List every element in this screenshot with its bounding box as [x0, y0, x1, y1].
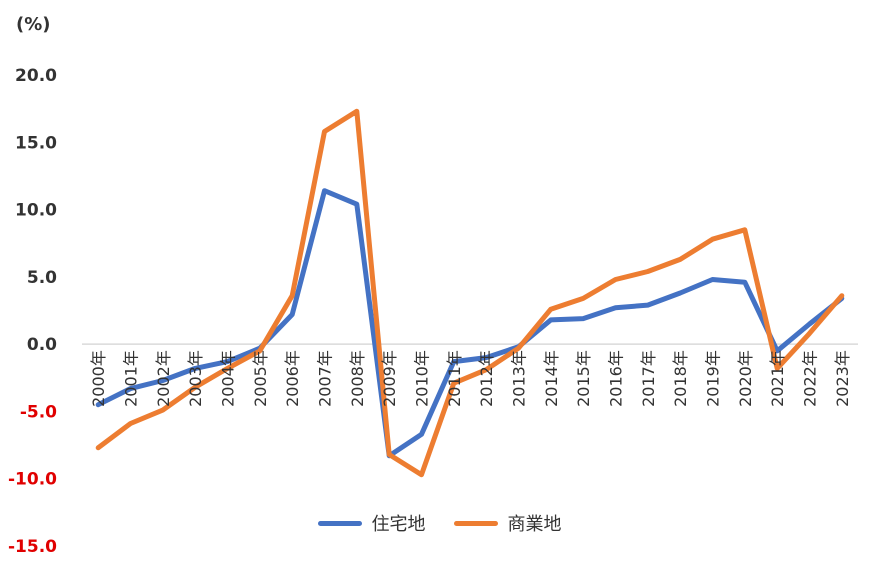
legend-item-residential: 住宅地 [317, 510, 426, 536]
x-tick-label: 2009年 [380, 350, 399, 407]
x-tick-label: 2022年 [801, 350, 820, 407]
x-tick-label: 2007年 [316, 350, 335, 407]
x-tick-label: 2020年 [736, 350, 755, 407]
x-tick-label: 2003年 [186, 350, 205, 407]
x-tick-label: 2019年 [704, 350, 723, 407]
x-tick-label: 2017年 [639, 350, 658, 407]
series-line-residential [95, 188, 845, 459]
y-tick-label: -5.0 [20, 402, 57, 422]
x-tick-label: 2015年 [574, 350, 593, 407]
x-tick-label: 2011年 [445, 350, 464, 407]
x-tick-label: 2000年 [89, 350, 108, 407]
x-tick-label: 2001年 [122, 350, 141, 407]
x-axis-ticks: 2000年 2001年 2002年 2003年 2004年 2005年 2006年 2007年… [89, 350, 852, 407]
y-axis-ticks: 20.0 15.0 10.0 5.0 0.0 -5.0 -10.0 -15.0 [8, 66, 57, 557]
legend-item-commercial: 商業地 [453, 510, 562, 536]
x-tick-label: 2018年 [671, 350, 690, 407]
x-tick-label: 2008年 [348, 350, 367, 407]
series-line-commercial [95, 108, 845, 478]
y-axis-unit-label: (%) [16, 14, 51, 35]
x-tick-label: 2002年 [154, 350, 173, 407]
x-tick-label: 2013年 [510, 350, 529, 407]
y-tick-label: 10.0 [15, 201, 57, 221]
legend-swatch-residential [317, 520, 362, 526]
x-tick-label: 2005年 [251, 350, 270, 407]
x-tick-label: 2016年 [607, 350, 626, 407]
series-lines [95, 108, 845, 478]
legend-label-commercial: 商業地 [507, 514, 562, 535]
y-tick-label: 15.0 [15, 133, 57, 153]
x-tick-label: 2006年 [283, 350, 302, 407]
x-tick-label: 2023年 [833, 350, 852, 407]
y-tick-label: -10.0 [8, 470, 57, 490]
x-tick-label: 2014年 [542, 350, 561, 407]
x-tick-label: 2012年 [477, 350, 496, 407]
x-tick-label: 2004年 [219, 350, 238, 407]
y-tick-label: -15.0 [8, 537, 57, 557]
x-tick-label: 2010年 [413, 350, 432, 407]
x-tick-label: 2021年 [768, 350, 787, 407]
y-tick-label: 20.0 [15, 66, 57, 86]
legend-label-residential: 住宅地 [371, 514, 426, 535]
legend-swatch-commercial [453, 520, 498, 526]
y-tick-label: 5.0 [27, 268, 57, 288]
legend: 住宅地 商業地 [0, 510, 879, 536]
y-tick-label: 0.0 [27, 335, 57, 355]
